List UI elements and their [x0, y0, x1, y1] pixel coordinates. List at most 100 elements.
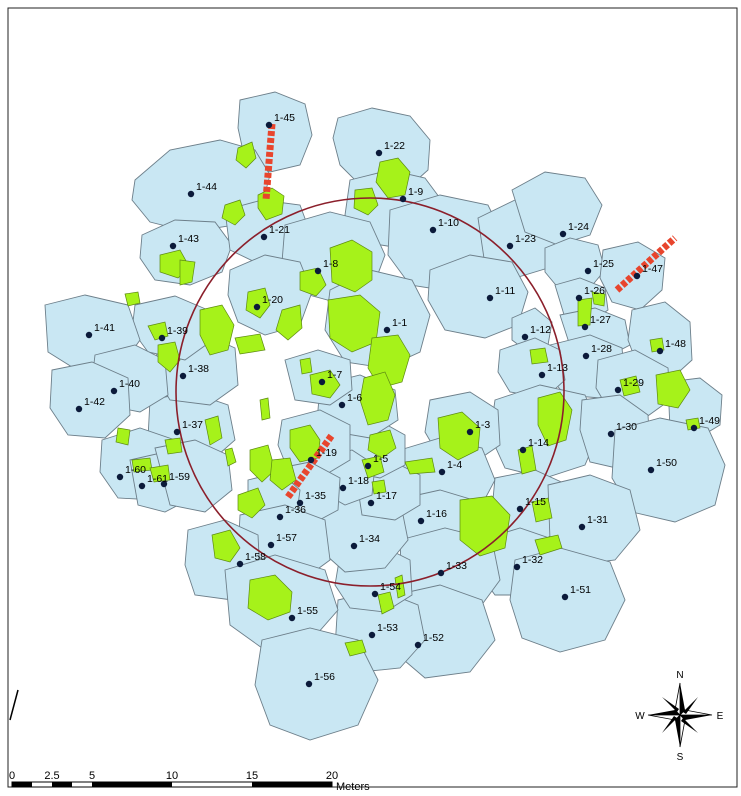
tree-point-1-44[interactable] [187, 190, 195, 198]
tree-label-1-38: 1-38 [188, 363, 209, 375]
tree-point-1-12[interactable] [521, 333, 529, 341]
tree-point-1-1[interactable] [383, 326, 391, 334]
gap-patch [375, 157, 411, 199]
gap-patch [245, 287, 271, 319]
tree-point-1-57[interactable] [267, 541, 275, 549]
tree-point-1-28[interactable] [582, 352, 590, 360]
gap-patch [377, 591, 395, 615]
tree-point-1-13[interactable] [538, 371, 546, 379]
tree-point-1-26[interactable] [575, 294, 583, 302]
tree-label-1-49: 1-49 [699, 415, 720, 427]
compass-w: W [635, 711, 645, 722]
crown-1-24 [511, 171, 603, 246]
tree-point-1-20[interactable] [253, 303, 261, 311]
tree-point-1-3[interactable] [466, 428, 474, 436]
tree-point-1-61[interactable] [138, 482, 146, 490]
tree-point-1-23[interactable] [506, 242, 514, 250]
tree-point-1-33[interactable] [437, 569, 445, 577]
tree-point-1-40[interactable] [110, 387, 118, 395]
tree-point-1-51[interactable] [561, 593, 569, 601]
tree-point-1-48[interactable] [656, 347, 664, 355]
transect-line-east [614, 235, 678, 293]
tree-label-1-60: 1-60 [125, 464, 146, 476]
scale-unit: Meters [336, 781, 370, 791]
tree-point-1-58[interactable] [236, 560, 244, 568]
tree-point-1-49[interactable] [690, 424, 698, 432]
tree-point-1-39[interactable] [158, 334, 166, 342]
tree-point-1-55[interactable] [288, 614, 296, 622]
tree-label-1-33: 1-33 [446, 560, 467, 572]
tree-point-1-60[interactable] [116, 473, 124, 481]
tree-label-1-27: 1-27 [590, 314, 611, 326]
tree-point-1-34[interactable] [350, 542, 358, 550]
tree-point-1-8[interactable] [314, 267, 322, 275]
gap-patch [164, 437, 183, 455]
tree-label-1-16: 1-16 [426, 508, 447, 520]
tree-point-1-45[interactable] [265, 121, 273, 129]
tree-label-1-29: 1-29 [623, 377, 644, 389]
tree-label-1-5: 1-5 [373, 453, 388, 465]
gap-patch [124, 291, 141, 307]
tree-label-1-26: 1-26 [584, 285, 605, 297]
tree-label-1-50: 1-50 [656, 457, 677, 469]
tree-point-1-29[interactable] [614, 386, 622, 394]
tree-label-1-58: 1-58 [245, 551, 266, 563]
tree-point-1-15[interactable] [516, 505, 524, 513]
tree-point-1-52[interactable] [414, 641, 422, 649]
tree-point-1-53[interactable] [368, 631, 376, 639]
tree-point-1-11[interactable] [486, 294, 494, 302]
transect-line-north [262, 123, 276, 201]
gap-patch [299, 357, 313, 375]
tree-point-1-50[interactable] [647, 466, 655, 474]
tree-label-1-32: 1-32 [522, 554, 543, 566]
crown-1-42 [49, 361, 131, 439]
tree-point-1-9[interactable] [399, 195, 407, 203]
tree-point-1-37[interactable] [173, 428, 181, 436]
scale-tick-5: 5 [89, 770, 95, 782]
tree-point-1-43[interactable] [169, 242, 177, 250]
scale-tick-2-5: 2.5 [44, 770, 59, 782]
tree-point-1-31[interactable] [578, 523, 586, 531]
gap-patch [459, 495, 511, 557]
tree-point-1-47[interactable] [633, 272, 641, 280]
tree-point-1-25[interactable] [584, 267, 592, 275]
tree-label-1-18: 1-18 [348, 475, 369, 487]
tree-point-1-30[interactable] [607, 430, 615, 438]
tree-point-1-59[interactable] [160, 480, 168, 488]
tree-point-1-17[interactable] [367, 499, 375, 507]
tree-point-1-10[interactable] [429, 226, 437, 234]
gap-patch [204, 415, 223, 446]
tree-point-1-19[interactable] [307, 456, 315, 464]
tree-point-1-4[interactable] [438, 468, 446, 476]
tree-point-1-56[interactable] [305, 680, 313, 688]
compass-s: S [677, 752, 684, 763]
tree-point-1-54[interactable] [371, 590, 379, 598]
tree-point-1-14[interactable] [519, 446, 527, 454]
tree-point-1-42[interactable] [75, 405, 83, 413]
tree-point-1-27[interactable] [581, 323, 589, 331]
tree-point-1-21[interactable] [260, 233, 268, 241]
tree-point-1-32[interactable] [513, 563, 521, 571]
tree-point-1-36[interactable] [276, 513, 284, 521]
tree-label-1-14: 1-14 [528, 437, 549, 449]
tree-point-1-6[interactable] [338, 401, 346, 409]
tree-point-1-16[interactable] [417, 517, 425, 525]
tree-label-1-11: 1-11 [495, 285, 515, 297]
gap-patch [299, 267, 327, 297]
scale-tick-0: 0 [9, 770, 15, 782]
tree-point-1-5[interactable] [364, 462, 372, 470]
tree-point-1-41[interactable] [85, 331, 93, 339]
gap-patch [234, 333, 266, 355]
gap-patch [361, 455, 385, 479]
transect-line-center [285, 432, 335, 500]
tree-label-1-28: 1-28 [591, 343, 612, 355]
tree-point-1-35[interactable] [296, 499, 304, 507]
gap-patch [344, 639, 367, 657]
tree-point-1-7[interactable] [318, 378, 326, 386]
tree-point-1-18[interactable] [339, 484, 347, 492]
tree-point-1-24[interactable] [559, 230, 567, 238]
tree-point-1-22[interactable] [375, 149, 383, 157]
tree-point-1-38[interactable] [179, 372, 187, 380]
map-border [7, 7, 738, 788]
